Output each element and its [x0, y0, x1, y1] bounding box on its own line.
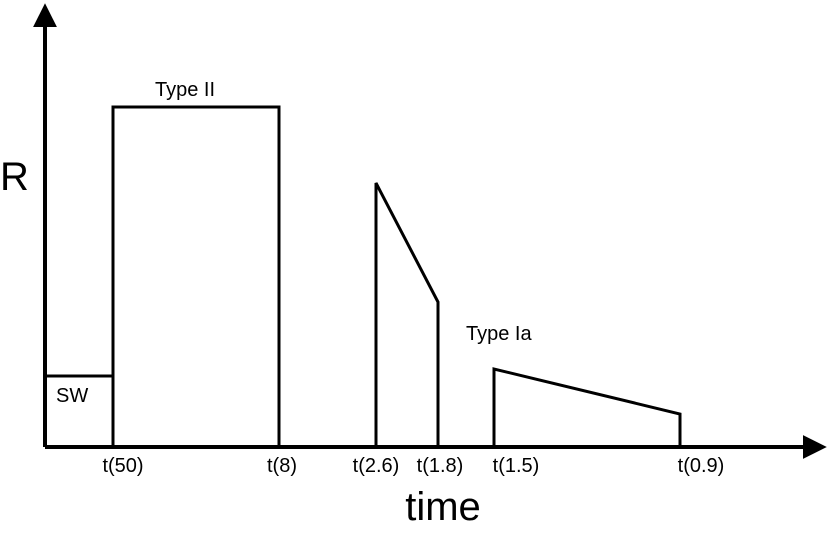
type-ii-label: Type II — [155, 79, 215, 101]
tick-label: t(8) — [267, 455, 297, 477]
tick-label: t(50) — [102, 455, 143, 477]
tick-label: t(2.6) — [353, 455, 400, 477]
tick-label: t(1.8) — [417, 455, 464, 477]
type-ia-shape — [492, 367, 682, 446]
type-ii-shape — [111, 105, 281, 446]
decline-shape-1 — [374, 182, 440, 446]
tick-label: t(1.5) — [493, 455, 540, 477]
type-ia-label: Type Ia — [466, 323, 532, 345]
sw-label: SW — [56, 385, 88, 407]
tick-label: t(0.9) — [678, 455, 725, 477]
y-axis-label: R — [0, 155, 29, 199]
x-axis-label: time — [405, 485, 481, 529]
